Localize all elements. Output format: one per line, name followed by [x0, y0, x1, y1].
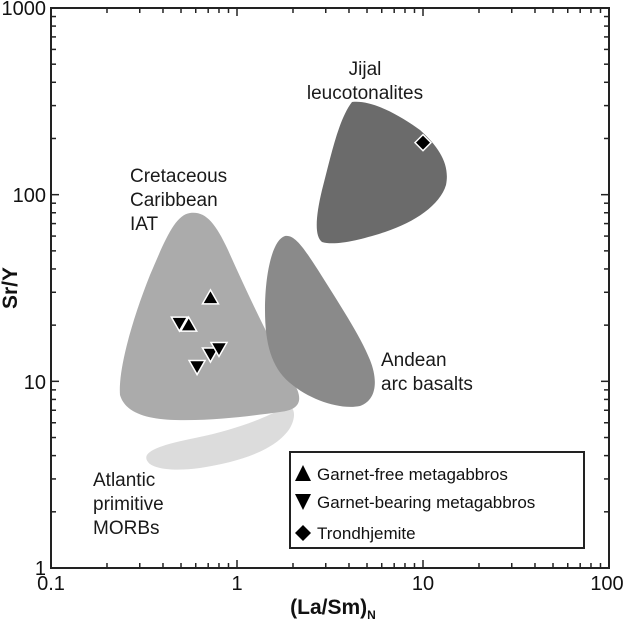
- triangle-down-icon: [209, 341, 229, 358]
- triangle-up-icon: [179, 315, 198, 332]
- data-points: [170, 133, 433, 377]
- label-andean-2: arc basalts: [381, 374, 473, 395]
- label-andean-1: Andean: [381, 350, 447, 371]
- diamond-icon: [413, 133, 433, 152]
- plot-frame: [50, 7, 610, 569]
- triangle-down-icon: [295, 494, 311, 510]
- triangle-down-icon: [201, 347, 220, 364]
- y-axis-title: Sr/Y: [0, 267, 22, 309]
- region-andean: [265, 235, 375, 407]
- legend-marker-up: [295, 465, 311, 481]
- diamond-icon: [295, 525, 311, 541]
- y-tick-labels: 1 10 100 1000: [2, 0, 47, 580]
- x-tick-3: 100: [590, 573, 623, 595]
- legend-label-garnet-bearing: Garnet-bearing metagabbros: [317, 493, 535, 512]
- y-tick-1: 10: [24, 372, 46, 394]
- x-axis-title-sub: N: [367, 608, 376, 622]
- x-axis-title-main: (La/Sm): [290, 596, 367, 619]
- field-regions: [119, 101, 447, 470]
- label-jijal-2: leucotonalites: [307, 83, 423, 104]
- y-tick-3: 1000: [2, 0, 47, 20]
- triangle-down-icon: [170, 316, 189, 333]
- x-tick-0: 0.1: [37, 573, 65, 595]
- legend-label-garnet-free: Garnet-free metagabbros: [317, 465, 508, 484]
- triangle-up-icon: [201, 288, 220, 305]
- legend-label-trondhjemite: Trondhjemite: [317, 524, 416, 543]
- legend: Garnet-free metagabbros Garnet-bearing m…: [289, 451, 585, 549]
- label-atlantic-1: Atlantic: [93, 470, 155, 491]
- x-tick-labels: 0.1 1 10 100: [37, 573, 624, 595]
- y-tick-0: 1: [35, 558, 46, 580]
- x-tick-2: 10: [412, 573, 434, 595]
- region-caribbean-iat: [119, 212, 300, 421]
- label-jijal-1: Jijal: [349, 59, 382, 80]
- legend-box: [289, 451, 585, 549]
- x-tick-1: 1: [231, 573, 242, 595]
- triangle-down-icon: [187, 359, 207, 377]
- label-atlantic-3: MORBs: [93, 518, 160, 539]
- label-caribbean-2: Caribbean: [130, 190, 218, 211]
- region-jijal: [316, 101, 447, 244]
- label-caribbean-1: Cretaceous: [130, 166, 227, 187]
- x-axis-title: (La/Sm)N: [290, 596, 376, 622]
- axis-ticks: [51, 8, 609, 568]
- region-atlantic-morb: [146, 406, 295, 470]
- label-caribbean-3: IAT: [130, 214, 159, 235]
- region-labels: Jijal leucotonalites Cretaceous Caribbea…: [93, 59, 473, 539]
- y-tick-2: 100: [13, 185, 46, 207]
- label-atlantic-2: primitive: [93, 494, 164, 515]
